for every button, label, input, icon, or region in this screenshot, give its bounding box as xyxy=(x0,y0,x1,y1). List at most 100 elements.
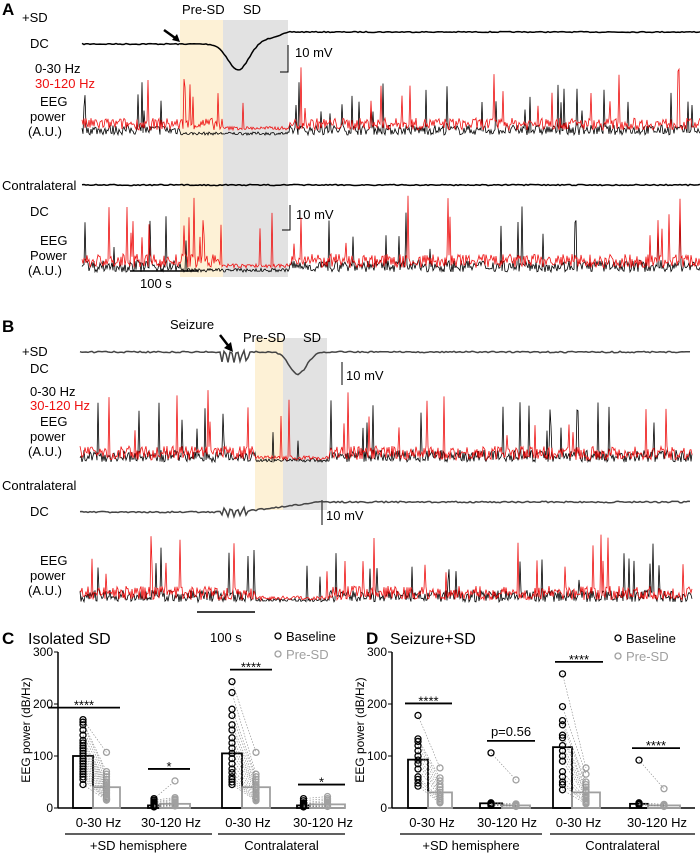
pair-line xyxy=(303,804,328,807)
scale-bar xyxy=(282,205,291,231)
pair-line xyxy=(417,755,441,790)
pair-line xyxy=(82,722,107,772)
baseline-point xyxy=(558,741,567,750)
pair-line xyxy=(303,799,328,804)
pre-sd-point xyxy=(252,775,260,784)
pair-line xyxy=(562,776,587,801)
pre-sd-point xyxy=(436,799,444,807)
baseline-point xyxy=(79,775,87,784)
pre-sd-point xyxy=(436,783,444,791)
legend-label: Baseline xyxy=(626,631,676,646)
pair-line xyxy=(303,798,328,802)
y-tick-label: 0 xyxy=(46,801,53,815)
baseline-point xyxy=(414,752,422,760)
pre-sd-point xyxy=(102,770,111,778)
y-axis-label: EEG power (dB/Hz) xyxy=(19,677,33,782)
pair-line xyxy=(82,779,107,800)
low-band-legend: 0-30 Hz xyxy=(30,384,76,399)
sd-dc-deflection xyxy=(179,30,700,71)
baseline-point xyxy=(79,726,87,734)
legend-label: Baseline xyxy=(286,629,336,644)
pair-line xyxy=(231,753,257,790)
baseline-point xyxy=(228,739,236,747)
pair-line xyxy=(562,673,587,769)
baseline-point xyxy=(635,756,643,764)
baseline-point xyxy=(414,747,422,755)
pre-sd-point xyxy=(512,776,520,784)
pair-line xyxy=(562,750,587,793)
x-category-label: 30-120 Hz xyxy=(477,815,537,830)
pair-line xyxy=(562,735,587,788)
eeg-low-trace xyxy=(79,400,693,464)
significance-label: * xyxy=(319,775,324,790)
eeg-label: (A.U.) xyxy=(28,263,62,278)
pair-line xyxy=(231,784,257,801)
scale-label: 10 mV xyxy=(296,207,334,222)
baseline-point xyxy=(558,752,567,760)
scale-label: 10 mV xyxy=(295,45,333,60)
baseline-point xyxy=(79,731,87,739)
x-category-label: 30-120 Hz xyxy=(627,815,687,830)
legend-marker xyxy=(614,634,622,642)
pair-line xyxy=(417,715,441,769)
group-label: Contralateral xyxy=(585,838,660,853)
baseline-point xyxy=(228,773,236,781)
baseline-point xyxy=(228,760,236,768)
pair-line xyxy=(82,735,107,780)
eeg-label: (A.U.) xyxy=(28,124,62,139)
pair-line xyxy=(490,802,517,805)
pre-sd-point xyxy=(512,802,520,811)
group-label: +SD hemisphere xyxy=(422,838,519,853)
baseline-point xyxy=(228,780,236,789)
time-scale-label: 100 s xyxy=(210,630,242,645)
baseline-point xyxy=(150,803,158,811)
pair-line xyxy=(82,719,107,753)
pair-line xyxy=(562,724,587,785)
pair-line xyxy=(417,782,441,802)
baseline-point xyxy=(228,726,236,734)
baseline-point xyxy=(228,754,236,763)
pair-line xyxy=(562,737,587,790)
pair-line xyxy=(231,776,257,798)
high-band-legend: 30-120 Hz xyxy=(35,76,95,91)
contra-dc-trace xyxy=(79,500,691,519)
baseline-point xyxy=(414,779,422,787)
baseline-point xyxy=(558,702,567,711)
contra-eeg-high-trace xyxy=(79,534,693,602)
baseline-point xyxy=(414,737,422,746)
baseline-point xyxy=(558,670,567,678)
pre-sd-point xyxy=(660,785,668,793)
y-tick-label: 300 xyxy=(367,645,387,659)
time-scale-label: 100 s xyxy=(140,276,172,291)
x-category-label: 0-30 Hz xyxy=(76,815,122,830)
group-label: +SD hemisphere xyxy=(90,838,187,853)
legend-marker xyxy=(614,652,622,660)
baseline-point xyxy=(558,773,567,781)
eeg-label: EEG xyxy=(40,94,67,109)
y-tick-label: 100 xyxy=(33,749,53,763)
pair-line xyxy=(638,759,665,789)
pair-line xyxy=(490,752,517,781)
pair-line xyxy=(417,779,441,801)
significance-label: **** xyxy=(569,652,589,667)
y-tick-label: 0 xyxy=(380,801,387,815)
baseline-point xyxy=(635,801,643,809)
seizure-label: Seizure xyxy=(170,317,214,332)
baseline-point xyxy=(228,749,236,758)
pre-sd-point xyxy=(436,764,444,772)
eeg-label: power xyxy=(30,429,66,444)
sd-label: +SD xyxy=(22,10,48,25)
pair-line xyxy=(490,804,517,806)
pair-line xyxy=(82,750,107,788)
sd-label: +SD xyxy=(22,344,48,359)
arrowhead-icon xyxy=(224,342,233,352)
pre-sd-band-b xyxy=(255,338,283,510)
eeg-label: (A.U.) xyxy=(28,444,62,459)
legend-marker xyxy=(274,650,282,658)
panel-d-label: D xyxy=(366,629,378,648)
pair-line xyxy=(231,724,257,783)
pair-line xyxy=(303,803,328,806)
pre-sd-band-a xyxy=(180,20,223,277)
scale-label: 10 mV xyxy=(346,368,384,383)
